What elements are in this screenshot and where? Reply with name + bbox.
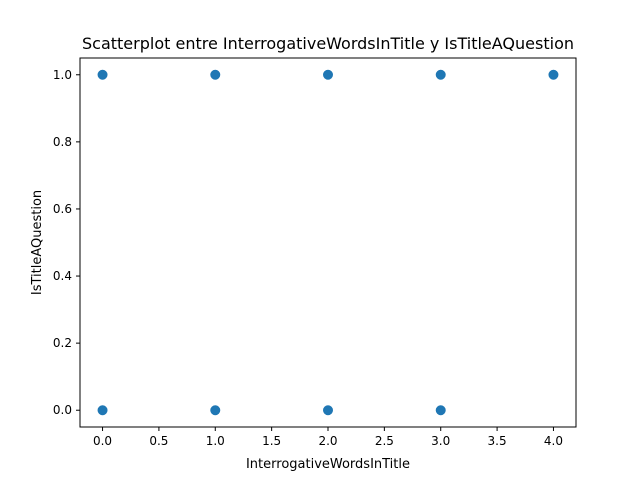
scatter-point (97, 69, 108, 80)
y-tick-label: 0.0 (53, 403, 72, 417)
scatter-point (435, 405, 446, 416)
scatter-point (323, 69, 333, 80)
plot-area-frame (79, 57, 577, 428)
x-axis: 0.0 0.5 1.0 1.5 2.0 2.5 3.0 3.5 4.0 (93, 427, 563, 448)
y-axis-label: IsTitleAQuestion (30, 190, 45, 295)
scatter-point (548, 69, 559, 80)
x-tick-label: 1.0 (206, 434, 225, 448)
scatter-point (97, 405, 108, 416)
x-tick-label: 2.5 (375, 434, 394, 448)
scatter-point (435, 69, 446, 80)
y-tick-label: 0.2 (53, 336, 72, 350)
y-axis: 0.0 0.2 0.4 0.6 0.8 1.0 (53, 68, 80, 417)
x-tick-label: 0.0 (93, 434, 112, 448)
x-tick-label: 4.0 (544, 434, 563, 448)
y-tick-label: 0.8 (53, 135, 72, 149)
x-tick-label: 1.5 (262, 434, 281, 448)
x-tick-label: 0.5 (149, 434, 168, 448)
y-tick-label: 0.4 (53, 269, 72, 283)
chart-title: Scatterplot entre InterrogativeWordsInTi… (82, 34, 574, 53)
scatter-point (210, 405, 221, 416)
scatter-point (323, 405, 333, 416)
x-axis-label: InterrogativeWordsInTitle (246, 457, 410, 472)
x-tick-label: 3.0 (431, 434, 450, 448)
x-tick-label: 3.5 (488, 434, 507, 448)
x-tick-label: 2.0 (318, 434, 337, 448)
scatter-point (210, 69, 221, 80)
y-tick-label: 1.0 (53, 68, 72, 82)
y-tick-label: 0.6 (53, 202, 72, 216)
scatter-points (97, 69, 559, 416)
